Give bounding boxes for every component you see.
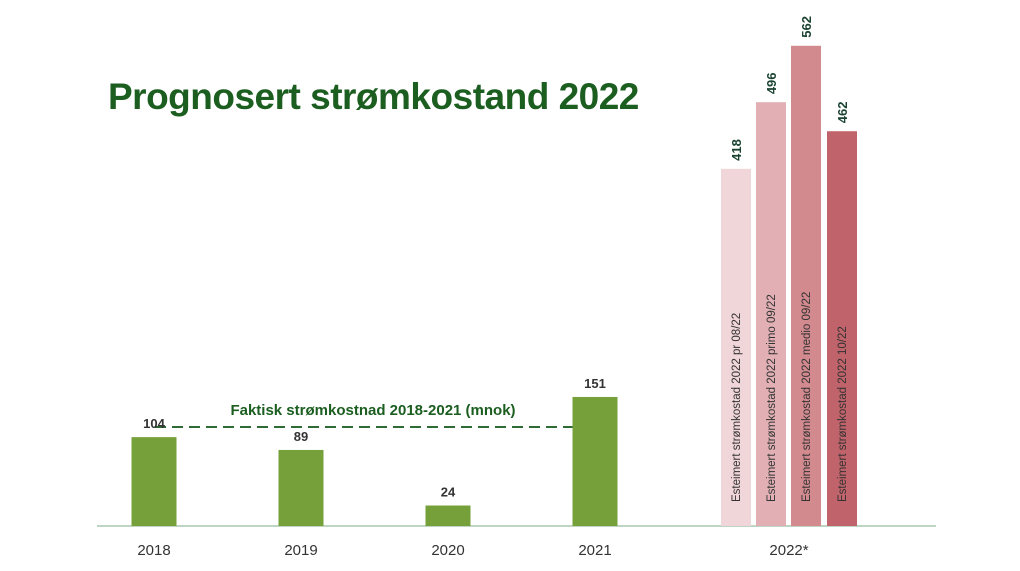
estimate-bar-2	[756, 102, 786, 526]
bar-2019	[278, 449, 324, 526]
x-tick-2018: 2018	[137, 542, 170, 559]
bar-2021	[572, 396, 618, 526]
estimate-bar-4	[827, 131, 857, 526]
estimate-label-2: Esteimert strømkostad 2022 primo 09/22	[766, 294, 778, 502]
chart-title: Prognosert strømkostand 2022	[108, 76, 639, 117]
estimate-value-4: 462	[835, 102, 850, 124]
bar-value-2021: 151	[584, 376, 606, 391]
estimate-bar-3	[791, 45, 821, 527]
bar-value-2020: 24	[441, 484, 456, 499]
bar-value-2019: 89	[294, 429, 308, 444]
x-tick-2019: 2019	[284, 542, 317, 559]
estimate-label-3: Esteimert strømkostad 2022 medio 09/22	[801, 292, 813, 502]
bar-2018	[131, 437, 177, 526]
x-tick-2022: 2022*	[769, 542, 808, 559]
estimate-value-3: 562	[799, 16, 814, 38]
x-tick-2021: 2021	[578, 542, 611, 559]
estimate-bar-1	[721, 168, 751, 526]
bar-value-2018: 104	[143, 416, 165, 431]
bars-layer: 104 2018 89 2019 24 2020 151 2021 418 Esteimert s…	[131, 16, 857, 559]
estimate-value-2: 496	[764, 72, 779, 94]
actual-costs-annotation: Faktisk strømkostnad 2018-2021 (mnok)	[230, 402, 515, 419]
x-tick-2020: 2020	[431, 542, 464, 559]
estimate-value-1: 418	[729, 139, 744, 161]
estimate-label-4: Esteimert strømkostad 2022 10/22	[837, 326, 849, 502]
bar-2020	[425, 505, 471, 526]
estimate-label-1: Esteimert strømkostad 2022 pr 08/22	[731, 313, 743, 502]
